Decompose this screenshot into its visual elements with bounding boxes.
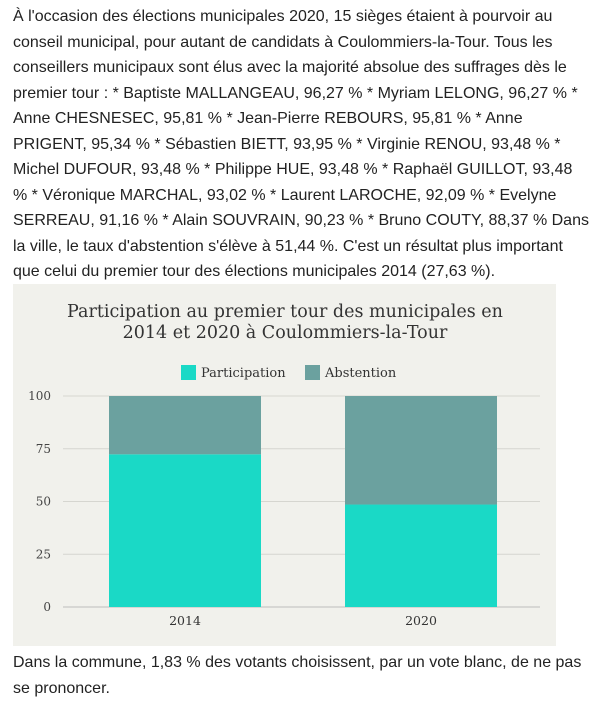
y-tick-label: 75 [36, 442, 51, 456]
x-category-label: 2020 [405, 613, 437, 628]
bar-abstention-2014 [109, 396, 261, 455]
y-tick-label: 0 [43, 600, 51, 614]
legend-swatch-participation [181, 365, 196, 380]
legend-swatch-abstention [305, 365, 320, 380]
chart-title-line: 2014 et 2020 à Coulommiers-la-Tour [123, 323, 448, 343]
legend-label-participation: Participation [201, 366, 286, 381]
bar-participation-2020 [345, 504, 497, 607]
article-outro-paragraph: Dans la commune, 1,83 % des votants choi… [13, 654, 582, 697]
y-tick-label: 50 [36, 495, 51, 509]
participation-chart: Participation au premier tour des munici… [13, 284, 556, 646]
legend-label-abstention: Abstention [324, 366, 397, 381]
bar-abstention-2020 [345, 396, 497, 505]
bar-participation-2014 [109, 454, 261, 607]
article-intro-paragraph: À l'occasion des élections municipales 2… [13, 8, 589, 280]
chart-title-line: Participation au premier tour des munici… [67, 302, 503, 322]
x-category-label: 2014 [169, 613, 201, 628]
y-tick-label: 100 [28, 389, 51, 403]
chart-canvas: Participation au premier tour des munici… [28, 302, 540, 628]
y-tick-label: 25 [36, 547, 51, 561]
